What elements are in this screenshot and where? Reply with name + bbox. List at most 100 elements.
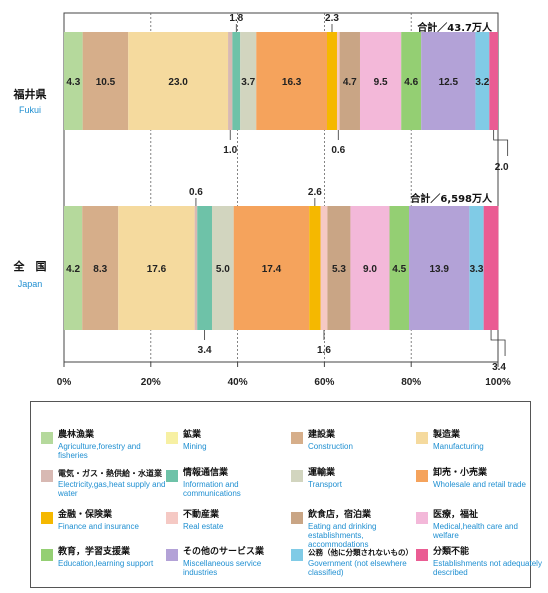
legend-swatch: [166, 470, 178, 482]
bar-segment: [469, 206, 484, 330]
data-label: 1.6: [317, 345, 331, 356]
legend-swatch: [416, 512, 428, 524]
legend-label-en: Education,learning support: [58, 559, 154, 568]
legend-label-ja: 運輸業: [308, 468, 336, 478]
legend-label-ja: 農林漁業: [58, 430, 95, 440]
data-label: 3.2: [475, 77, 489, 88]
data-label: 8.3: [93, 264, 107, 275]
data-label: 4.3: [66, 77, 80, 88]
bar-segment: [240, 32, 257, 130]
bar-segment: [389, 206, 410, 330]
legend-label-ja: 鉱業: [183, 430, 202, 440]
data-label: 3.4: [492, 362, 506, 373]
row-label-ja: 全 国: [13, 259, 47, 273]
data-label: 1.8: [229, 13, 243, 24]
bar-segment: [327, 32, 337, 130]
bar-segment: [232, 32, 241, 130]
data-label: 16.3: [282, 77, 302, 88]
legend-label-ja: 医療，福祉: [433, 510, 479, 520]
legend-label-en: Finance and insurance: [58, 522, 139, 531]
data-label: 4.6: [404, 77, 418, 88]
data-label: 4.5: [392, 264, 406, 275]
legend-label-ja: 建設業: [308, 430, 336, 440]
legend-swatch: [41, 549, 53, 561]
data-label: 4.2: [66, 264, 80, 275]
legend-label-ja: 飲食店，宿泊業: [308, 510, 372, 520]
legend-swatch: [41, 432, 53, 444]
legend: 農林漁業 Agriculture,forestry and fisheries 鉱業…: [30, 401, 542, 588]
legend-label-ja: 製造業: [433, 430, 461, 440]
legend-swatch: [41, 512, 53, 524]
bar-segment: [197, 206, 212, 330]
legend-swatch: [416, 432, 428, 444]
bar-segment: [483, 206, 499, 330]
legend-swatch: [166, 512, 178, 524]
data-label: 2.0: [495, 162, 509, 173]
data-label: 3.7: [241, 77, 255, 88]
bar-segment: [401, 32, 422, 130]
row-label-en: Fukui: [19, 105, 41, 115]
bar-segment: [409, 206, 470, 330]
data-label: 5.0: [216, 264, 230, 275]
data-label: 0.6: [189, 187, 203, 198]
legend-label-ja: 公務（他に分類されないもの）: [308, 548, 413, 557]
data-label: 4.7: [343, 77, 357, 88]
data-label: 1.0: [223, 145, 237, 156]
bar-segment: [309, 206, 321, 330]
legend-label-en: Electricity,gas,heat supply and water: [58, 480, 166, 498]
data-label: 2.6: [308, 187, 322, 198]
bar-segment: [228, 32, 233, 130]
legend-label-en: Establishments not adequately described: [433, 559, 542, 577]
data-label: 9.5: [374, 77, 388, 88]
bar-segment: [82, 32, 129, 130]
legend-swatch: [291, 549, 303, 561]
bar-segment: [421, 32, 476, 130]
legend-swatch: [41, 470, 53, 482]
data-label: 2.3: [325, 13, 339, 24]
legend-label-en: Mining: [183, 442, 207, 451]
legend-swatch: [166, 432, 178, 444]
bar-segment: [64, 206, 83, 330]
data-label: 0.6: [331, 145, 345, 156]
legend-label-ja: 金融・保険業: [58, 510, 113, 520]
row-label-en: Japan: [18, 279, 43, 289]
bar-segment: [256, 32, 328, 130]
legend-label-ja: 分類不能: [433, 547, 470, 557]
row-total: 合計／43.7万人: [416, 21, 493, 34]
x-tick-label: 60%: [314, 377, 334, 388]
legend-label-en: Medical,health care and welfare: [433, 522, 518, 540]
legend-label-en: Wholesale and retail trade: [433, 480, 526, 489]
legend-label-en: Transport: [308, 480, 342, 489]
x-tick-label: 0%: [57, 377, 72, 388]
data-label: 3.4: [198, 345, 212, 356]
legend-label-en: Information and communications: [183, 480, 241, 498]
bar-segment: [336, 32, 340, 130]
x-tick-label: 20%: [141, 377, 161, 388]
bar-segment: [211, 206, 234, 330]
bar-segment: [64, 32, 83, 130]
data-label: 9.0: [363, 264, 377, 275]
data-label: 12.5: [439, 77, 459, 88]
legend-label-en: Agriculture,forestry and fisheries: [58, 442, 141, 460]
data-label: 23.0: [168, 77, 188, 88]
legend-swatch: [291, 512, 303, 524]
data-label: 17.6: [147, 264, 167, 275]
legend-label-en: Eating and drinking establishments, acco…: [308, 522, 377, 549]
data-label: 5.3: [332, 264, 346, 275]
bar-segment: [320, 206, 328, 330]
legend-label-en: Real estate: [183, 522, 224, 531]
data-label: 3.3: [470, 264, 484, 275]
legend-label-en: Government (not elsewhere classified): [308, 559, 407, 577]
legend-label-ja: 教育，学習支援業: [58, 547, 131, 557]
bar-segment: [475, 32, 490, 130]
legend-swatch: [291, 432, 303, 444]
legend-label-ja: 電気・ガス・熱供給・水道業: [58, 469, 162, 478]
bar-segment: [128, 32, 229, 130]
legend-swatch: [416, 549, 428, 561]
bar-segment: [359, 32, 402, 130]
leader-line: [493, 130, 509, 156]
data-label: 17.4: [262, 264, 282, 275]
bar-segment: [118, 206, 195, 330]
legend-swatch: [416, 470, 428, 482]
bar-segment: [339, 32, 360, 130]
